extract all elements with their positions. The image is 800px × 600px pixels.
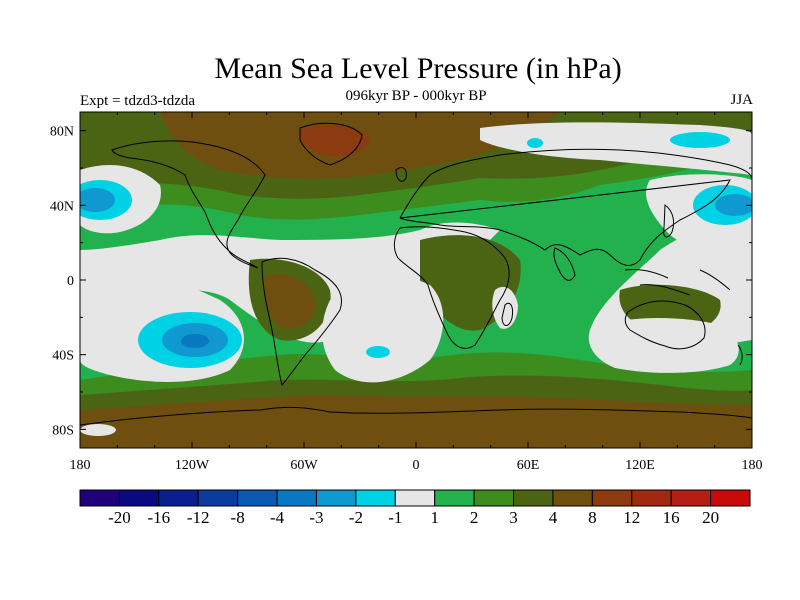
colorbar-label: 8 (588, 508, 597, 527)
lat-label: 40S (52, 349, 74, 364)
colorbar-labels: -20 -16 -12 -8 -4 -3 -2 -1 1 2 3 4 8 12 16 20 (108, 508, 719, 527)
colorbar-swatch (197, 489, 239, 507)
coastlines (79, 122, 753, 426)
colorbar-label: -16 (147, 508, 170, 527)
coast-antarctica (79, 406, 753, 426)
colorbar-label: -4 (270, 508, 285, 527)
longitude-labels: 180 120W 60W 0 60E 120E 180 (70, 458, 763, 473)
field-rust-arctic (299, 124, 370, 156)
colorbar-label: -3 (309, 508, 323, 527)
colorbar-swatch (237, 489, 278, 507)
colorbar-swatch (591, 489, 633, 507)
coast-se-asia (624, 269, 731, 296)
coast-british-isles (395, 167, 407, 182)
coast-australia (624, 300, 706, 350)
colorbar-swatch (276, 489, 317, 507)
latitude-labels: 80N 40N 0 40S 80S (50, 125, 74, 439)
lon-label: 60E (517, 458, 540, 473)
lat-label: 0 (67, 274, 74, 289)
colorbar-label: -12 (187, 508, 210, 527)
field-cyan-ant (80, 424, 116, 436)
colorbar-label: 2 (470, 508, 479, 527)
colorbar-label: -1 (388, 508, 402, 527)
field-cyan-satl (366, 346, 390, 358)
colorbar-swatch (552, 489, 593, 507)
colorbar-swatch (513, 489, 554, 507)
lat-label: 80S (52, 423, 74, 438)
colorbar-label: 4 (549, 508, 558, 527)
field-blue-npac-w (715, 194, 752, 216)
colorbar-label: 1 (430, 508, 439, 527)
colorbar-swatch (631, 489, 672, 507)
colorbar-swatch (434, 489, 475, 507)
colorbar-swatch (118, 489, 160, 507)
colorbar-label: 12 (623, 508, 640, 527)
field-brown-south (80, 395, 752, 448)
field-cyan-arctic (670, 132, 730, 148)
chart-subtitle: 096kyr BP - 000kyr BP (345, 88, 487, 104)
lat-label: 40N (50, 199, 74, 214)
experiment-label: Expt = tdzd3-tdzda (80, 93, 196, 109)
field-blue2-spac (181, 334, 209, 348)
lon-label: 60W (290, 458, 318, 473)
colorbar-swatch (158, 489, 199, 507)
colorbar-label: 16 (663, 508, 680, 527)
coast-japan (663, 204, 675, 238)
chart-title: Mean Sea Level Pressure (in hPa) (214, 52, 622, 85)
lon-label: 180 (742, 458, 763, 473)
coast-africa (393, 226, 510, 349)
lon-label: 180 (70, 458, 91, 473)
pressure-field (80, 112, 752, 448)
coast-india (553, 247, 576, 281)
colorbar-swatch (394, 489, 436, 507)
lon-label: 120E (625, 458, 655, 473)
coast-greenland (299, 122, 363, 166)
coast-nz (737, 344, 743, 366)
field-white-satl (322, 277, 444, 383)
coast-south-america (261, 257, 342, 387)
colorbar (79, 489, 751, 507)
colorbar-label: -8 (231, 508, 245, 527)
field-brown-sa (264, 273, 316, 329)
coast-madagascar (501, 302, 513, 326)
axis-ticks (79, 112, 753, 448)
colorbar-swatch (355, 489, 396, 507)
field-cyan-arctic2 (527, 138, 543, 148)
season-label: JJA (730, 92, 753, 108)
colorbar-swatch (79, 489, 120, 507)
colorbar-swatch (670, 489, 712, 507)
colorbar-label: 20 (702, 508, 719, 527)
colorbar-swatch (473, 489, 515, 507)
colorbar-label: -2 (349, 508, 363, 527)
colorbar-label: -20 (108, 508, 131, 527)
lon-label: 0 (413, 458, 420, 473)
lat-label: 80N (50, 125, 74, 140)
coast-eurasia (399, 148, 753, 266)
coast-north-america (111, 140, 266, 269)
colorbar-swatch (710, 489, 751, 507)
lon-label: 120W (175, 458, 210, 473)
colorbar-swatch (315, 489, 357, 507)
field-blue-npac (80, 188, 115, 212)
colorbar-label: 3 (509, 508, 518, 527)
